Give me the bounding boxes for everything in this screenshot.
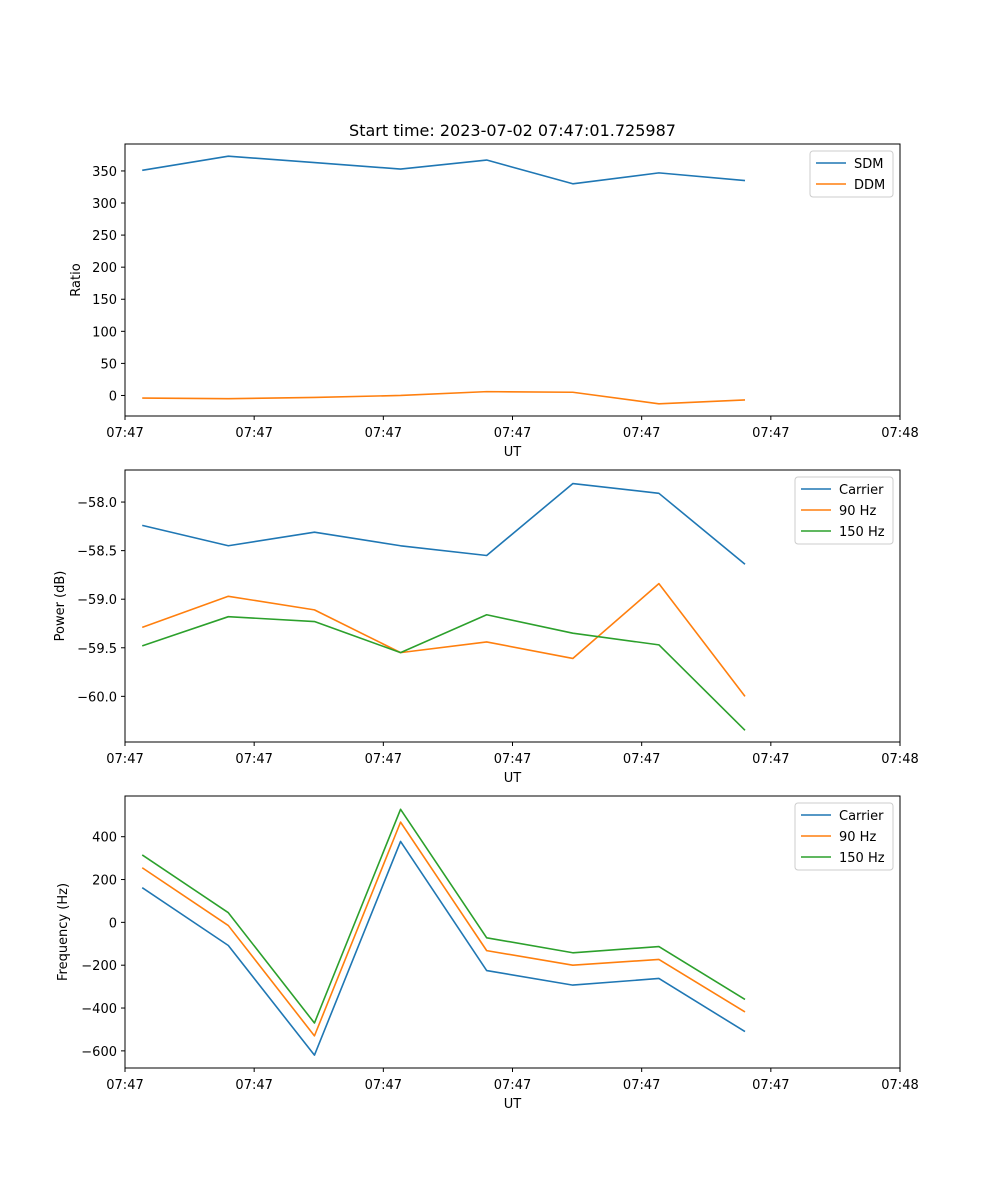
ratio-y-axis-label: Ratio — [69, 263, 84, 296]
ratio-y-ticks: 0 50 100 150 200 250 300 350 — [92, 165, 125, 404]
legend-box — [794, 476, 894, 545]
legend-label-carrier: Carrier — [839, 809, 884, 824]
x-tick-label: 07:48 — [881, 752, 918, 767]
power-plot-area — [141, 482, 746, 731]
y-tick-label: −59.0 — [77, 593, 117, 608]
power-legend: Carrier 90 Hz 150 Hz — [794, 476, 894, 545]
x-tick-label: 07:47 — [106, 752, 143, 767]
y-tick-label: −600 — [81, 1045, 117, 1060]
x-tick-label: 07:47 — [752, 426, 789, 441]
x-tick-label: 07:47 — [365, 752, 402, 767]
y-tick-label: 0 — [109, 389, 117, 404]
frequency-y-axis-label: Frequency (Hz) — [56, 883, 71, 981]
legend-label-150hz: 150 Hz — [839, 851, 885, 866]
x-tick-label: 07:47 — [494, 1078, 531, 1093]
power-y-ticks: −60.0 −59.5 −59.0 −58.5 −58.0 — [77, 496, 125, 705]
frequency-series-line-90hz — [141, 821, 746, 1037]
frequency-x-axis-label: UT — [504, 1097, 522, 1112]
power-series-line-150hz — [141, 613, 746, 731]
frequency-series-line-150hz — [141, 808, 746, 1024]
x-tick-label: 07:47 — [235, 1078, 272, 1093]
x-tick-label: 07:47 — [623, 1078, 660, 1093]
x-tick-label: 07:47 — [106, 1078, 143, 1093]
y-tick-label: −58.0 — [77, 496, 117, 511]
ratio-plot-area — [142, 155, 746, 405]
frequency-plot-area — [141, 808, 746, 1056]
x-tick-label: 07:47 — [752, 752, 789, 767]
y-tick-label: −60.0 — [77, 690, 117, 705]
y-tick-label: −200 — [81, 959, 117, 974]
legend-label-90hz: 90 Hz — [839, 504, 876, 519]
y-tick-label: 200 — [92, 261, 117, 276]
power-chart: 07:47 07:47 07:47 07:47 07:47 07:47 07:48 −60.… — [53, 469, 919, 786]
y-tick-label: −400 — [81, 1002, 117, 1017]
x-tick-label: 07:48 — [881, 1078, 918, 1093]
y-tick-label: 400 — [92, 831, 117, 846]
y-tick-label: 200 — [92, 874, 117, 889]
power-x-axis-label: UT — [504, 771, 522, 786]
x-tick-label: 07:47 — [623, 426, 660, 441]
x-tick-label: 07:47 — [235, 426, 272, 441]
ratio-legend: SDM DDM — [809, 150, 894, 198]
y-tick-label: 350 — [92, 165, 117, 180]
ratio-chart: Start time: 2023-07-02 07:47:01.725987 0… — [69, 121, 919, 460]
power-x-ticks: 07:47 07:47 07:47 07:47 07:47 07:47 07:48 — [106, 742, 919, 767]
x-tick-label: 07:47 — [623, 752, 660, 767]
power-y-axis-label: Power (dB) — [53, 571, 68, 642]
power-series-line-90hz — [141, 582, 746, 697]
y-tick-label: 250 — [92, 229, 117, 244]
power-series-line-carrier — [142, 482, 746, 565]
frequency-y-ticks: −600 −400 −200 0 200 400 — [81, 831, 125, 1060]
y-tick-label: 0 — [109, 916, 117, 931]
legend-box — [794, 802, 894, 871]
legend-label-sdm: SDM — [854, 157, 883, 172]
ratio-x-ticks: 07:47 07:47 07:47 07:47 07:47 07:47 07:48 — [106, 416, 919, 441]
legend-label-150hz: 150 Hz — [839, 525, 885, 540]
ratio-x-axis-label: UT — [504, 445, 522, 460]
y-tick-label: 100 — [92, 325, 117, 340]
chart-title: Start time: 2023-07-02 07:47:01.725987 — [349, 121, 676, 140]
frequency-x-ticks: 07:47 07:47 07:47 07:47 07:47 07:47 07:48 — [106, 1068, 919, 1093]
y-tick-label: −58.5 — [77, 545, 117, 560]
y-tick-label: −59.5 — [77, 642, 117, 657]
x-tick-label: 07:47 — [752, 1078, 789, 1093]
ratio-series-line-sdm — [142, 155, 746, 185]
legend-label-90hz: 90 Hz — [839, 830, 876, 845]
y-tick-label: 300 — [92, 197, 117, 212]
x-tick-label: 07:47 — [494, 752, 531, 767]
x-tick-label: 07:47 — [235, 752, 272, 767]
ratio-series-line-ddm — [142, 390, 746, 405]
frequency-legend: Carrier 90 Hz 150 Hz — [794, 802, 894, 871]
x-tick-label: 07:47 — [494, 426, 531, 441]
x-tick-label: 07:47 — [365, 426, 402, 441]
frequency-chart: 07:47 07:47 07:47 07:47 07:47 07:47 07:48 −600… — [56, 795, 919, 1112]
frequency-series-line-carrier — [141, 840, 746, 1056]
x-tick-label: 07:47 — [106, 426, 143, 441]
legend-label-carrier: Carrier — [839, 483, 884, 498]
legend-label-ddm: DDM — [854, 178, 885, 193]
y-tick-label: 50 — [100, 357, 117, 372]
x-tick-label: 07:47 — [365, 1078, 402, 1093]
x-tick-label: 07:48 — [881, 426, 918, 441]
y-tick-label: 150 — [92, 293, 117, 308]
